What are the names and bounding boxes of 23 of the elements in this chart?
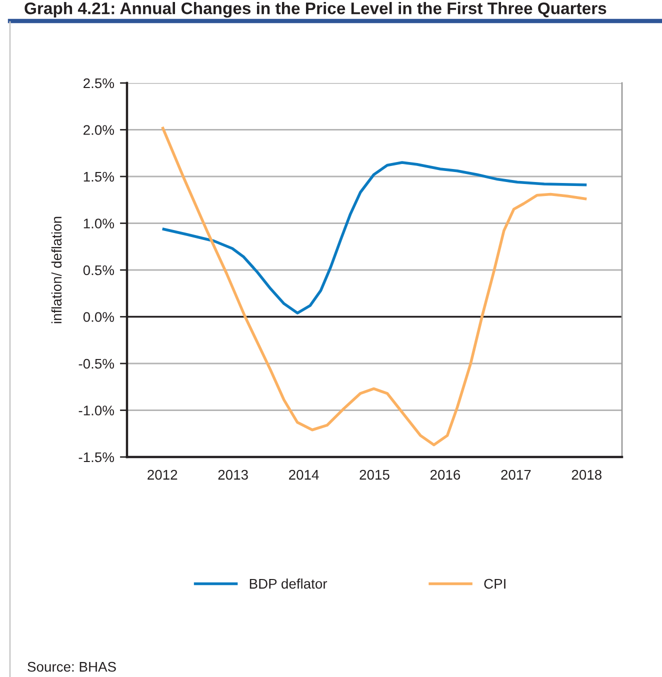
x-tick-label: 2013 xyxy=(218,470,248,480)
y-axis-title: inflation/ deflation xyxy=(51,216,62,324)
y-tick-label: 0.5% xyxy=(83,265,114,276)
x-tick-label: 2016 xyxy=(430,470,460,480)
x-tick-label: 2018 xyxy=(572,470,602,480)
y-tick-label: 2.5% xyxy=(84,78,114,88)
y-tick-label: 2.0% xyxy=(84,125,114,135)
legend-label: CPI xyxy=(484,578,506,589)
y-tick-label: 1.5% xyxy=(84,172,114,182)
chart-title: Graph 4.21: Annual Changes in the Price Level in the First Three Quarters xyxy=(24,2,606,18)
y-tick-label: -1.0% xyxy=(78,406,114,416)
y-tick-label: 1.0% xyxy=(84,218,114,228)
y-tick-label: -1.5% xyxy=(78,452,114,462)
source-note: Source: BHAS xyxy=(28,662,116,672)
line-series xyxy=(160,161,588,314)
line-series xyxy=(160,126,588,446)
x-tick-label: 2014 xyxy=(289,470,319,480)
x-tick-label: 2015 xyxy=(360,470,390,480)
y-tick-label: 0.0% xyxy=(83,312,114,322)
legend-label: BDP deflator xyxy=(250,578,328,589)
y-tick-label: -0.5% xyxy=(78,358,114,369)
x-tick-label: 2017 xyxy=(501,470,531,480)
x-tick-label: 2012 xyxy=(148,470,178,480)
